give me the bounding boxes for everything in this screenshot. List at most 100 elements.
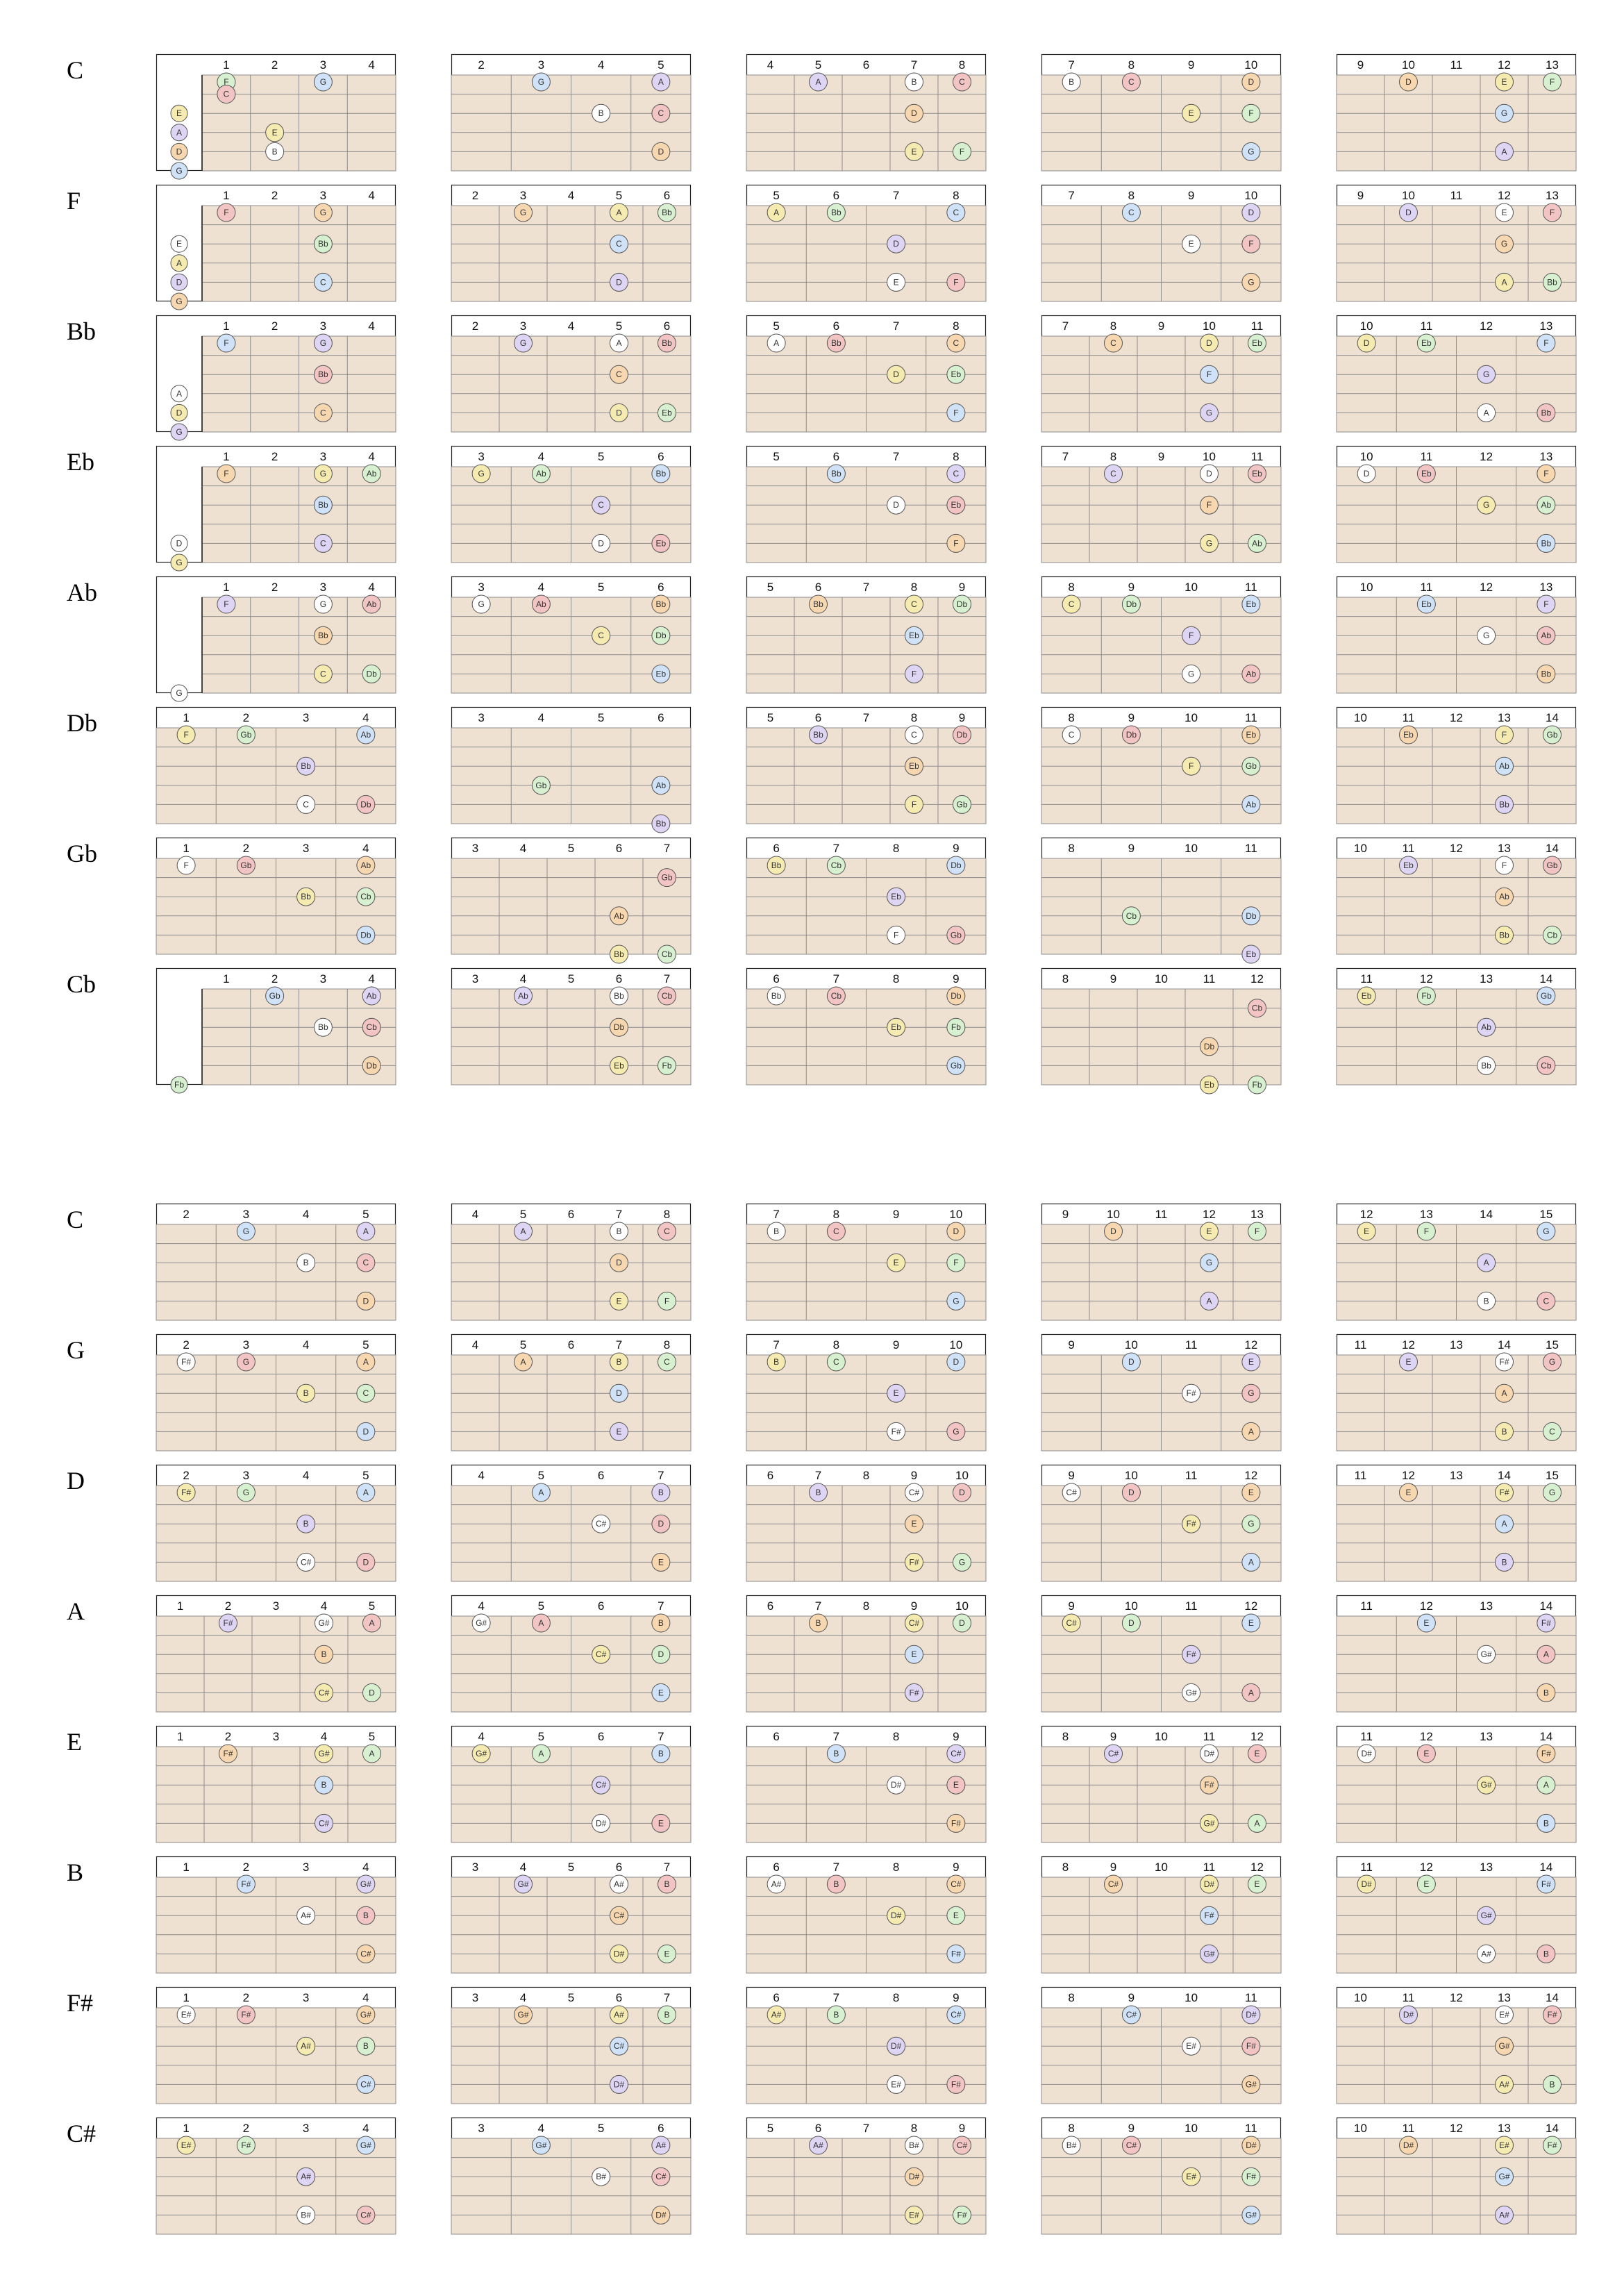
note-marker: Gb xyxy=(658,868,676,888)
fret-number: 13 xyxy=(1480,1599,1493,1613)
note-label: D xyxy=(369,1688,375,1697)
fret-number: 14 xyxy=(1480,1208,1493,1221)
fret-number: 15 xyxy=(1546,1338,1559,1351)
note-marker: E# xyxy=(905,2205,923,2224)
fret-number: 11 xyxy=(1403,711,1415,724)
fret-number: 12 xyxy=(1203,1208,1216,1221)
fret-number: 7 xyxy=(616,1208,622,1221)
note-marker: G# xyxy=(1477,1775,1496,1795)
fret-number: 10 xyxy=(1184,581,1198,594)
fretboard-svg: 10 11 12 13 14 D# E# F# G# A# B xyxy=(1336,1986,1577,2104)
note-marker: E xyxy=(1399,1352,1418,1372)
fretboard-diagram: 5 6 7 8 9 Bb C Db Eb F xyxy=(746,576,987,694)
fretboard-svg: 5 6 7 8 9 A# B# C# D# E# F# xyxy=(746,2117,987,2235)
note-label: A xyxy=(616,208,621,217)
fret-number: 11 xyxy=(1355,1469,1367,1482)
fret-number: 5 xyxy=(362,1338,369,1351)
note-label: C# xyxy=(614,2041,625,2051)
note-label: Bb xyxy=(771,860,782,870)
note-marker: Bb xyxy=(658,333,676,353)
note-label: F xyxy=(1550,77,1555,87)
fret-number: 6 xyxy=(598,1599,604,1613)
note-label: Bb xyxy=(1547,277,1557,287)
note-label: Eb xyxy=(891,1022,901,1032)
fret-number: 6 xyxy=(773,842,779,855)
fret-number: 4 xyxy=(368,450,374,463)
fret-number: 8 xyxy=(1068,711,1074,724)
note-marker: Db xyxy=(651,626,671,645)
fret-number: 5 xyxy=(598,450,604,463)
fretboard-svg: 6 7 8 9 Bb Cb Db Eb F Gb xyxy=(746,837,987,955)
fret-number: 1 xyxy=(223,581,229,594)
fretboard-diagram: 10 11 12 13 14 Eb F Gb Ab Bb Cb xyxy=(1336,837,1577,955)
note-label: G# xyxy=(1498,2172,1509,2181)
key-label: C xyxy=(67,1206,84,1233)
note-marker: D xyxy=(887,365,906,384)
note-label: Db xyxy=(360,930,371,940)
note-marker: C# xyxy=(1104,1874,1123,1894)
fret-number: 6 xyxy=(664,189,670,202)
note-marker: Eb xyxy=(887,1017,906,1037)
note-label: D# xyxy=(1246,2010,1257,2020)
note-marker: C xyxy=(651,103,671,123)
fret-number: 7 xyxy=(658,1730,664,1743)
fret-number: 11 xyxy=(1251,450,1264,463)
fret-number: 6 xyxy=(658,711,664,724)
fretboard-svg: 1 2 3 4 F Gb Ab Bb C Db xyxy=(156,706,396,824)
fret-number: 6 xyxy=(598,1730,604,1743)
note-marker: F xyxy=(946,272,966,292)
note-marker: A# xyxy=(610,1874,628,1894)
fret-number: 8 xyxy=(833,1338,839,1351)
note-label: C xyxy=(320,669,326,679)
note-marker: C# xyxy=(1121,2136,1141,2155)
note-marker: A xyxy=(514,1352,533,1372)
open-note-label: G xyxy=(176,166,182,176)
fret-number: 10 xyxy=(1354,842,1367,855)
fret-number: 8 xyxy=(664,1208,670,1221)
fretboard-svg: 3 4 5 6 7 G# A# B C# D# E xyxy=(451,1856,692,1974)
note-marker: G# xyxy=(1182,1683,1201,1702)
fret-number: 14 xyxy=(1546,2122,1559,2135)
fret-number: 10 xyxy=(1354,2122,1367,2135)
note-label: E xyxy=(658,1557,664,1567)
fret-number: 4 xyxy=(538,2122,544,2135)
note-marker: Gb xyxy=(946,1056,966,1075)
note-marker: A xyxy=(767,333,786,353)
fretboard-svg: 4 5 6 7 G# A B C# D# E xyxy=(451,1725,692,1843)
fretboard-diagram: 7 8 9 10 B C D E F G xyxy=(1041,53,1282,172)
note-label: Db xyxy=(951,991,962,1001)
note-label: G# xyxy=(1246,2079,1257,2089)
fret-number: 1 xyxy=(177,1599,183,1613)
fret-number: 10 xyxy=(1203,450,1216,463)
note-marker: A# xyxy=(809,2136,828,2155)
fret-number: 11 xyxy=(1203,1861,1216,1874)
note-marker: G xyxy=(1200,1253,1219,1272)
fret-number: 11 xyxy=(1185,1469,1198,1482)
note-label: F xyxy=(1502,730,1507,740)
note-marker: Bb xyxy=(1477,1056,1496,1075)
note-marker: Cb xyxy=(1543,925,1562,945)
fretboard-svg: 1 2 3 4 5 F# G# A B C# xyxy=(156,1725,396,1843)
note-label: G xyxy=(1188,669,1194,679)
note-label: Bb xyxy=(813,730,823,740)
note-marker: C xyxy=(826,1352,846,1372)
note-marker: C xyxy=(826,1222,846,1241)
note-label: C xyxy=(1069,599,1075,609)
fret-number: 12 xyxy=(1420,1861,1433,1874)
open-note-label: G xyxy=(176,558,182,567)
fret-number: 10 xyxy=(1402,58,1415,72)
fretboard-svg: 4 5 6 7 8 A B C D E F xyxy=(451,1203,692,1321)
note-marker: B xyxy=(1537,1944,1556,1963)
note-label: C xyxy=(598,500,604,510)
fret-number: 14 xyxy=(1498,1469,1511,1482)
note-label: G# xyxy=(360,1879,371,1889)
fret-number: 9 xyxy=(1128,1991,1135,2004)
note-label: Bb xyxy=(831,338,842,348)
fretboard-svg: 4 5 6 7 G# A B C# D E xyxy=(451,1595,692,1713)
note-label: A# xyxy=(771,2010,782,2020)
note-label: Gb xyxy=(1541,991,1552,1001)
note-label: A xyxy=(773,338,779,348)
fret-number: 10 xyxy=(949,1208,962,1221)
note-marker: Ab xyxy=(1537,495,1556,515)
fret-number: 2 xyxy=(271,972,278,985)
